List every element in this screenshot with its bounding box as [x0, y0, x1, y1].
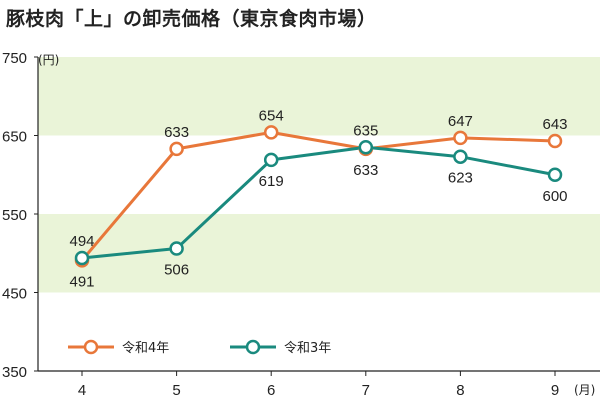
legend-marker	[83, 339, 99, 355]
x-tick-label: 8	[456, 382, 464, 399]
chart-title: 豚枝肉「上」の卸売価格（東京食肉市場）	[6, 8, 377, 30]
x-tick-label: 9	[551, 382, 559, 399]
legend-label: 令和4年	[122, 341, 169, 356]
series-line-reiwa3	[81, 145, 556, 260]
data-label-reiwa4: 633	[164, 124, 189, 141]
data-label-reiwa4: 491	[69, 273, 94, 290]
y-tick-label: 350	[2, 364, 27, 381]
data-point-reiwa4	[453, 130, 468, 146]
data-point-reiwa3	[263, 152, 279, 168]
data-point-reiwa3	[358, 140, 374, 155]
data-point-reiwa3	[74, 250, 90, 266]
y-axis-unit: (円)	[38, 53, 59, 67]
data-label-reiwa3: 619	[259, 173, 284, 190]
x-tick-label: 5	[172, 382, 180, 399]
data-label-reiwa3: 623	[448, 170, 473, 187]
data-point-reiwa4	[263, 125, 279, 140]
data-label-reiwa4: 633	[353, 162, 378, 179]
legend-marker	[245, 339, 261, 355]
data-label-reiwa4: 647	[448, 113, 473, 130]
y-tick-label: 650	[2, 129, 27, 146]
data-point-reiwa3	[169, 241, 184, 256]
grid-band	[38, 57, 600, 136]
data-point-reiwa4	[547, 133, 563, 149]
data-label-reiwa3: 494	[69, 233, 94, 250]
data-point-reiwa3	[453, 149, 468, 164]
data-label-reiwa3: 635	[353, 122, 378, 139]
series-line-reiwa4	[80, 130, 556, 262]
y-tick-label: 550	[2, 207, 27, 224]
data-label-reiwa3: 600	[542, 188, 567, 205]
x-tick-label: 7	[362, 382, 370, 399]
y-tick-label: 750	[2, 50, 27, 67]
data-label-reiwa4: 654	[259, 107, 284, 124]
data-label-reiwa4: 643	[542, 116, 567, 133]
x-axis-unit: (月)	[574, 383, 595, 397]
data-point-reiwa4	[169, 141, 184, 157]
data-point-reiwa3	[547, 167, 563, 182]
y-tick-label: 450	[2, 286, 27, 303]
x-tick-label: 6	[267, 382, 275, 399]
x-tick-label: 4	[78, 382, 86, 399]
data-label-reiwa3: 506	[164, 262, 189, 279]
legend-label: 令和3年	[284, 341, 331, 356]
